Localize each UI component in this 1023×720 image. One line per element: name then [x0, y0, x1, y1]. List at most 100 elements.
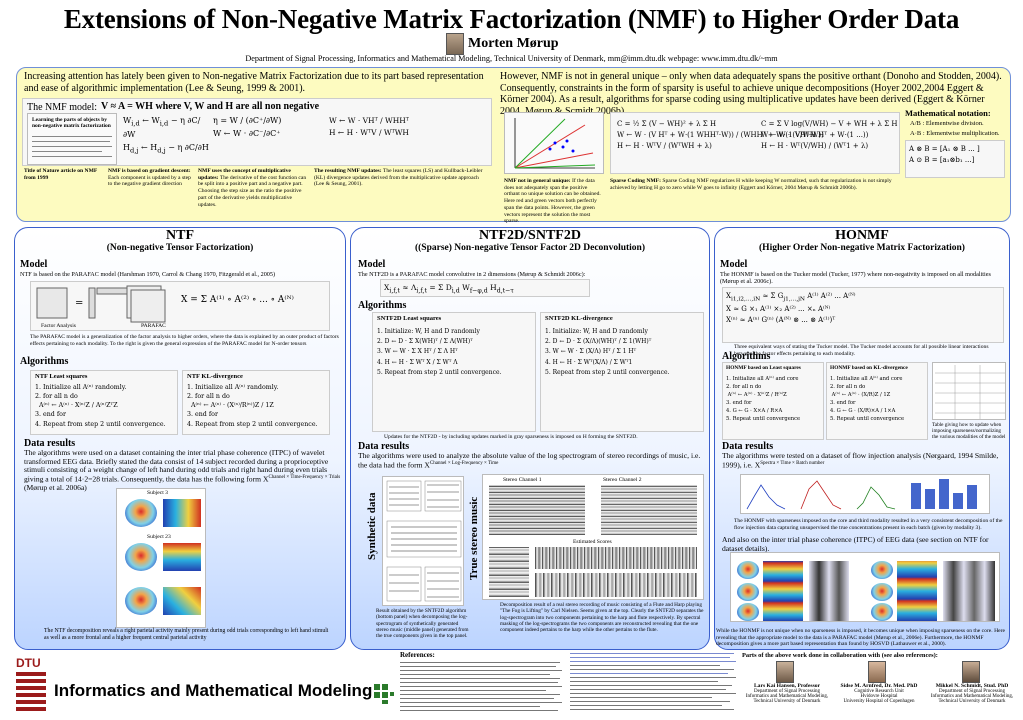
- stereo-ch1-spec: [489, 485, 585, 535]
- stereo-est-2: [535, 547, 697, 569]
- author-photo: [446, 33, 464, 55]
- ntf-model-figure: = X = Σ A⁽¹⁾ ∘ A⁽²⁾ ∘ ... ∘ A⁽ᴺ⁾ Factor …: [30, 281, 330, 331]
- ntf-scalp-1: [125, 499, 157, 527]
- honmf-table-svg: [935, 365, 1005, 419]
- ntf-data-heading: Data results: [24, 438, 76, 449]
- ntf-model-heading: Model: [20, 259, 48, 270]
- collaborator-2-photo: [868, 661, 886, 683]
- ntf2d-kl-panel: SNTF2D KL-divergence 1. Initialize: W, H…: [540, 312, 704, 432]
- ntf-caption: The NTF decomposition reveals a right pa…: [44, 628, 329, 641]
- collaborator-2-name: Sidse M. Arnfred, Dr. Med. PhD: [840, 683, 918, 689]
- stereo-est-3: [535, 573, 697, 597]
- collaborator-3-org1: Department of Signal Processing: [939, 689, 1005, 694]
- footer-dept: Informatics and Mathematical Modeling: [54, 681, 373, 700]
- ntf2d-model-formula: Xi,f,t ≈ Λi,f,t = Σ Di,d Wf−φ,d Hd,t−τ: [380, 279, 590, 297]
- honmf-kl-panel: HONMF based on KL-divergence 1. Initiali…: [826, 362, 928, 440]
- honmf-subtitle: (Higher Order Non-negative Matrix Factor…: [759, 243, 965, 253]
- collaborator-3: Mikkel N. Schmidt, Stud. PhD Department …: [926, 661, 1018, 704]
- synthetic-spectrogram-svg: [386, 480, 462, 602]
- affiliation: Department of Signal Processing, Informa…: [245, 54, 778, 63]
- dtu-logo-text: DTU: [16, 656, 41, 670]
- concept-caption: NMF uses the concept of multiplicative u…: [198, 168, 307, 208]
- stereo-ch1-label: Stereo Channel 1: [503, 477, 542, 483]
- honmf-ls-panel: HONMF based on Least squares 1. Initiali…: [722, 362, 824, 440]
- gradient-caption: NMF is based on gradient descent: Each c…: [108, 168, 191, 188]
- honmf-tf-a: [763, 561, 803, 621]
- ntf2d-kl-title: SNTF2D KL-divergence: [545, 315, 613, 322]
- ntf-algorithms-heading: Algorithms: [20, 356, 69, 367]
- honmf-mid-text: And also on the inter trial phase cohere…: [722, 535, 989, 553]
- stereo-caption: Decomposition result of a real stereo re…: [500, 602, 704, 634]
- flow-injection-plot: [740, 474, 990, 514]
- honmf-kl-title: HONMF based on KL-divergence: [830, 365, 908, 371]
- gradient-formula: Wi,d ← Wi,d − η ∂C/∂W Hd,j ← Hd,j − η ∂C/…: [123, 116, 209, 155]
- ntf-scalp-3: [125, 587, 157, 615]
- honmf-scalp-1: [737, 561, 759, 579]
- unique-plot: [504, 112, 604, 174]
- honmf-model-caption: Three equivalent ways of stating the Tuc…: [734, 344, 989, 357]
- ntf2d-ls-title: SNTF2D Least squares: [377, 315, 442, 322]
- notation-formula: A ⊗ B = [A₁ ⊗ B ... ] A ⊙ B = [a₁⊗b₁ ...]: [905, 140, 1005, 178]
- intro-left-text: Increasing attention has lately been giv…: [24, 71, 484, 94]
- stereo-ch2-label: Stereo Channel 2: [603, 477, 642, 483]
- references-title: References:: [400, 651, 435, 659]
- flow-injection-svg: [746, 479, 977, 510]
- honmf-algo-caption: Table giving how to update when imposing…: [932, 422, 1006, 441]
- ntf-plot-label-2: Subject 23: [147, 534, 171, 540]
- resulting-caption: The resulting NMF updates: The least squ…: [314, 168, 483, 188]
- ntf2d-model-heading: Model: [358, 259, 386, 270]
- ntf-tf-2: [163, 543, 201, 571]
- parafac-diagram: = X = Σ A⁽¹⁾ ∘ A⁽²⁾ ∘ ... ∘ A⁽ᴺ⁾: [36, 285, 294, 323]
- ntf-ls-panel: NTF Least squares 1. Initialize all A⁽ⁿ⁾…: [30, 370, 178, 435]
- ntf2d-model-text: The NTF2D is a PARAFAC model convolutive…: [358, 271, 586, 278]
- references-col-1: [400, 660, 564, 716]
- honmf-scalp-6: [871, 603, 893, 621]
- multiplicative-formula: η = W / (∂C⁺/∂W) W ← W · ∂C⁻/∂C⁺: [213, 116, 282, 138]
- author-name: Morten Mørup: [468, 36, 559, 51]
- factor-analysis-label: Factor Analysis: [41, 323, 76, 329]
- stereo-ch2-spec: [601, 485, 697, 535]
- collaborator-1-name: Lars Kai Hansen, Professor: [753, 683, 821, 689]
- nature-caption: Title of Nature article on NMF from 1999: [24, 168, 98, 181]
- nmf-model-label: The NMF model:: [27, 102, 97, 113]
- collaborator-1-org2: Informatics and Mathematical Modeling,: [745, 694, 829, 699]
- ntf-data-text: The algorithms were used on a dataset co…: [24, 448, 341, 493]
- honmf-scalp-5: [871, 583, 893, 601]
- honmf-sparse-table: [932, 362, 1006, 420]
- sparse-caption: Sparse Coding NMF: Sparse Coding NMF reg…: [610, 178, 892, 191]
- ntf-model-caption: The PARAFAC model is a generalization of…: [30, 334, 339, 347]
- poster-title: Extensions of Non-Negative Matrix Factor…: [63, 4, 960, 34]
- stereo-est-label: Estimated Scores: [573, 539, 612, 545]
- notation-div: A/B : Elementwise division.: [910, 120, 984, 127]
- nmf-model-eq: V ≈ A = WH where V, W and H are all non …: [101, 101, 320, 112]
- honmf-scalp-3: [737, 603, 759, 621]
- resulting-formula: W ← W · VHᵀ / WHHᵀ H ← H · WᵀV / WᵀWH: [329, 116, 409, 137]
- imm-logo: [372, 682, 396, 706]
- synthetic-caption: Result obtained by the SNTF2D algorithm …: [376, 608, 469, 640]
- nature-article-image: Learning the parts of objects by non-neg…: [27, 113, 117, 165]
- honmf-ls-title: HONMF based on Least squares: [726, 365, 801, 371]
- ntf-result-figure: Subject 3 Subject 23: [116, 488, 206, 628]
- honmf-scalp-4: [871, 561, 893, 579]
- ntf-title: NTF: [166, 228, 194, 243]
- collaborator-2-org3: University Hospital of Copenhagen: [843, 699, 915, 704]
- unique-plot-svg: [514, 118, 596, 169]
- notation-mult: A·B : Elementwise multiplication.: [910, 130, 1000, 137]
- honmf-tf-b: [897, 561, 937, 621]
- honmf-algorithms-heading: Algorithms: [722, 351, 771, 362]
- ntf-plot-label: Subject 3: [147, 490, 168, 496]
- collaborator-1-org3: Technical University of Denmark: [753, 699, 821, 704]
- collaborator-3-name: Mikkel N. Schmidt, Stud. PhD: [935, 683, 1009, 689]
- collaborator-1: Lars Kai Hansen, Professor Department of…: [742, 661, 832, 704]
- ntf2d-algorithms-heading: Algorithms: [358, 300, 407, 311]
- collaborator-2: Sidse M. Arnfred, Dr. Med. PhD Cognitive…: [834, 661, 924, 704]
- honmf-trials-a: [809, 561, 849, 621]
- honmf-trials-b: [943, 561, 995, 621]
- svg-text:=: =: [75, 298, 83, 309]
- honmf-model-text: The HONMF is based on the Tucker model (…: [720, 271, 991, 286]
- ntf-kl-title: NTF KL-divergence: [187, 373, 243, 380]
- honmf-title: HONMF: [835, 228, 889, 243]
- honmf-eeg-figure: [730, 552, 1000, 622]
- collaborator-3-org2: Informatics and Mathematical Modeling,: [930, 694, 1014, 699]
